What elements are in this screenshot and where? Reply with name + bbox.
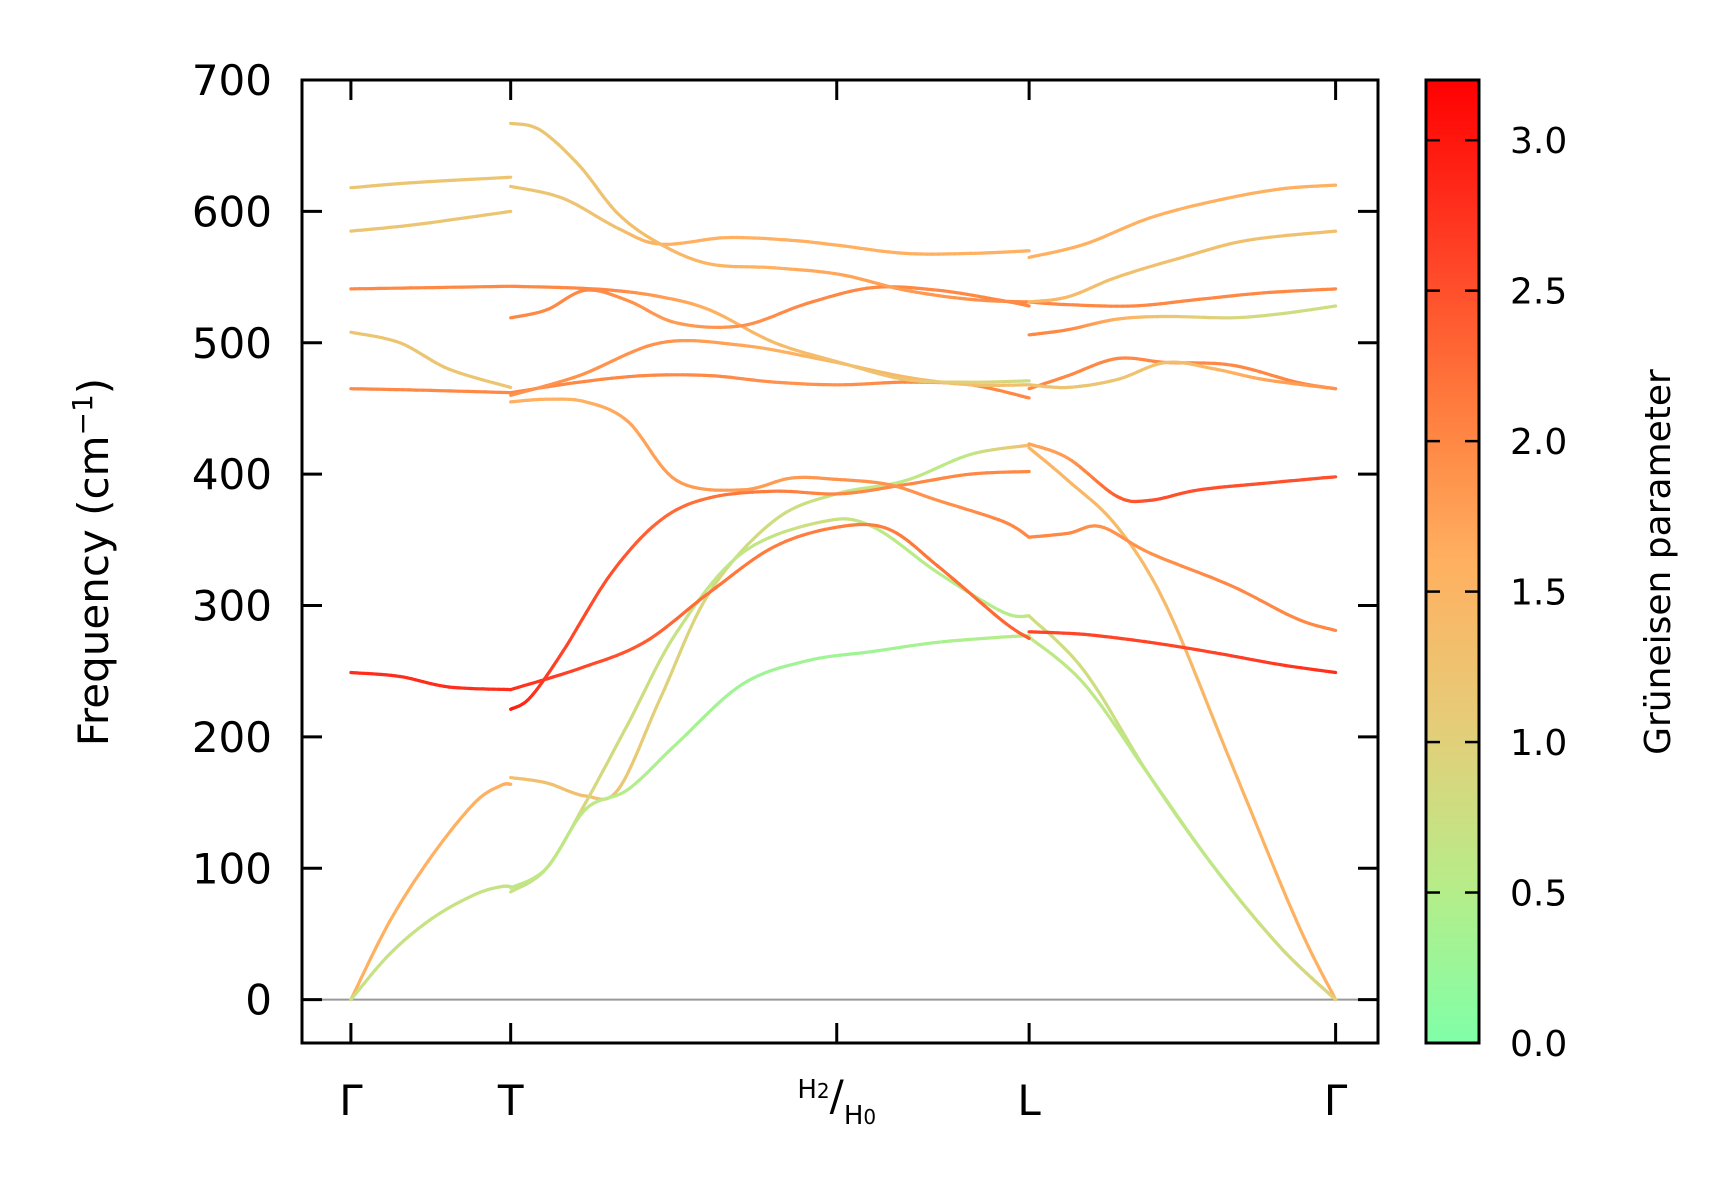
branch-1-segment-3-piece — [1174, 625, 1183, 642]
branch-1-segment-2-piece — [644, 721, 652, 734]
branch-1-segment-2-piece — [674, 651, 682, 664]
branch-1-segment-3-piece — [1269, 859, 1279, 876]
branch-12-segment-1-piece — [504, 209, 513, 214]
branch-1-segment-3-piece — [1240, 788, 1250, 807]
phonon-branch-2 — [349, 517, 1338, 1002]
phonon-branch-3 — [509, 634, 1338, 1002]
branch-2-segment-3-piece — [1103, 701, 1113, 714]
branch-3-segment-2-piece — [1120, 734, 1130, 746]
branch-7-segment-2-piece — [1024, 395, 1031, 400]
colorbar-tick-label: 1.0 — [1510, 723, 1567, 764]
branch-1-segment-3-piece — [1258, 831, 1268, 849]
branch-1-segment-3-piece — [1263, 845, 1273, 863]
branch-6-segment-1-piece — [1026, 534, 1031, 539]
branch-3-segment-2-piece — [1131, 750, 1141, 763]
x-tick-label: Γ — [1324, 1076, 1348, 1125]
x-tick-label: H2/H0 — [797, 1071, 876, 1131]
y-tick-label: 0 — [245, 976, 272, 1025]
colorbar-tick-label: 3.0 — [1510, 121, 1567, 162]
branch-1-segment-3-piece — [1229, 761, 1239, 779]
branch-4-segment-2-piece — [1026, 636, 1031, 641]
branch-1-segment-2-piece — [690, 614, 698, 628]
branch-1-segment-3-piece — [1207, 706, 1217, 724]
branch-1-segment-3-piece — [1294, 919, 1303, 933]
branch-1-segment-3-piece — [1235, 774, 1245, 793]
branch-1-segment-3-piece — [1201, 691, 1211, 710]
branch-1-segment-2-piece — [670, 660, 678, 674]
phonon-branch-4 — [349, 522, 1338, 692]
branch-1-segment-3-piece — [1190, 663, 1200, 682]
branch-3-segment-2-piece — [1109, 717, 1119, 730]
y-tick-label: 400 — [192, 450, 272, 499]
branch-1-segment-3-piece — [1299, 928, 1307, 942]
branch-1-segment-2-piece — [666, 669, 674, 682]
branch-1-segment-3-piece — [1290, 908, 1299, 923]
branch-2-segment-3-piece — [1098, 692, 1108, 705]
colorbar-tick-label: 1.5 — [1510, 573, 1567, 614]
branch-1-segment-3-piece — [1280, 885, 1289, 901]
branch-1-segment-3-piece — [1252, 816, 1262, 835]
phonon-branch-9 — [349, 284, 1338, 384]
branch-2-segment-3-piece — [1120, 729, 1130, 743]
phonon-branch-12 — [349, 121, 1338, 304]
y-tick-label: 100 — [192, 844, 272, 893]
branch-2-segment-3-piece — [1114, 719, 1124, 733]
branch-1-segment-3-piece — [1159, 594, 1168, 608]
branch-1-segment-3-piece — [1218, 734, 1228, 752]
branch-1-segment-3-piece — [1275, 872, 1284, 889]
branch-8-segment-1-piece — [506, 385, 513, 389]
branch-1-segment-3-piece — [1212, 720, 1222, 738]
y-tick-label: 600 — [192, 187, 272, 236]
phonon-branch-1 — [349, 443, 1338, 1002]
branch-1-segment-3-piece — [1169, 614, 1178, 629]
plot-frame — [300, 78, 1380, 1045]
phonon-branch-5 — [509, 469, 1338, 711]
branch-3-segment-2-piece — [1331, 995, 1338, 1002]
y-tick-label: 500 — [192, 319, 272, 368]
colorbar — [1424, 78, 1481, 1045]
x-tick-label: T — [497, 1076, 524, 1125]
colorbar-tick-label: 2.5 — [1510, 272, 1567, 313]
branch-1-segment-3-piece — [1179, 637, 1189, 654]
branch-3-segment-2-piece — [1126, 742, 1135, 754]
y-tick-label: 200 — [192, 713, 272, 762]
branch-1-segment-2-piece — [686, 623, 694, 637]
phonon-branch-11 — [349, 175, 1338, 259]
x-tick-label: Γ — [339, 1076, 363, 1125]
colorbar-title: Grüneisen parameter — [1638, 369, 1679, 755]
plot-area — [302, 121, 1378, 1002]
colorbar-tick-label: 0.0 — [1510, 1024, 1567, 1065]
branch-2-segment-3-piece — [1109, 710, 1119, 724]
branch-5-segment-2-piece — [1332, 628, 1338, 633]
branch-2-segment-3-piece — [1093, 684, 1102, 696]
y-tick-label: 700 — [192, 56, 272, 105]
y-axis-title-close: ) — [69, 378, 118, 394]
phonon-branch-6 — [509, 397, 1338, 539]
branch-1-segment-3-piece — [1195, 677, 1205, 696]
phonon-branch-8 — [349, 330, 1338, 397]
y-axis-title-superscript: −1 — [66, 394, 99, 435]
branch-1-segment-2-piece — [682, 632, 690, 646]
branch-3-segment-2-piece — [1137, 758, 1146, 771]
branch-1-segment-3-piece — [1246, 802, 1256, 821]
colorbar-tick-label: 0.5 — [1510, 874, 1567, 915]
y-axis-title: Frequency (cm−1) — [66, 378, 118, 746]
x-axis-ticks: Γ T H2/H0 L Γ — [339, 80, 1348, 1131]
branch-1-segment-3-piece — [1224, 748, 1233, 765]
colorbar-ticks: 0.0 0.5 1.0 1.5 2.0 2.5 3.0 — [1426, 121, 1567, 1065]
x-tick-label: L — [1017, 1076, 1041, 1125]
branch-1-segment-3-piece — [1155, 585, 1164, 598]
branch-1-segment-3-piece — [1285, 897, 1294, 913]
branch-1-segment-3-piece — [1164, 603, 1173, 618]
branch-1-segment-2-piece — [678, 642, 686, 655]
y-axis-ticks: 0 100 200 300 400 500 600 700 — [192, 56, 1378, 1025]
y-tick-label: 300 — [192, 582, 272, 631]
colorbar-tick-label: 2.0 — [1510, 422, 1567, 463]
branch-3-segment-2-piece — [1114, 725, 1124, 738]
branch-1-segment-3-piece — [1184, 650, 1194, 668]
